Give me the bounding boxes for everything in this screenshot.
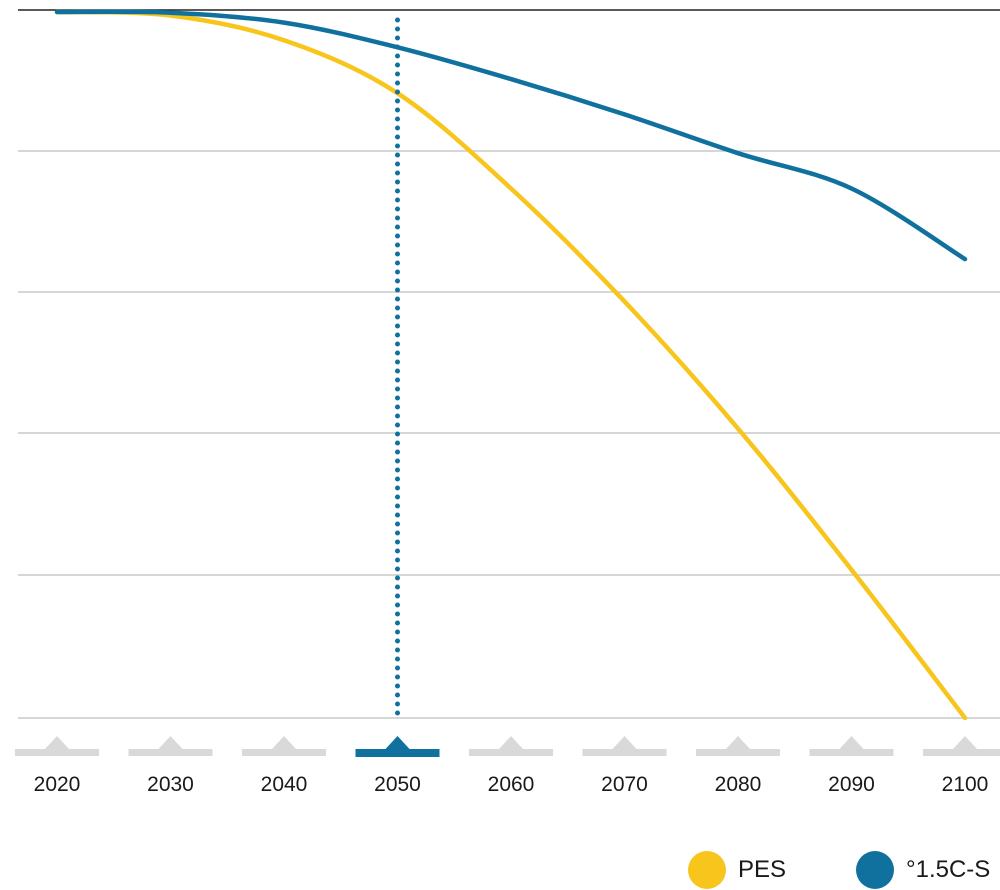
timeline-triangle-icon[interactable] xyxy=(45,736,69,749)
legend-item-1-5c-s[interactable]: °1.5C-S xyxy=(856,850,990,890)
legend-label-1-5c-s: °1.5C-S xyxy=(906,856,991,883)
year-timeline: 2020 2030 2040 2050 2060 2070 2080 2090 2100 xyxy=(15,736,1000,796)
timeline-bar-2020[interactable] xyxy=(15,749,99,756)
timeline-triangle-icon[interactable] xyxy=(726,736,750,749)
timeline-bar-2040[interactable] xyxy=(242,749,326,756)
timeline-triangle-icon[interactable] xyxy=(839,736,864,749)
timeline-bar-2090[interactable] xyxy=(809,749,894,756)
x-tick-label-2050[interactable]: 2050 xyxy=(374,773,421,796)
timeline-bar-2080[interactable] xyxy=(696,749,780,756)
gridlines xyxy=(18,9,1000,719)
timeline-bar-2050[interactable] xyxy=(355,749,440,757)
series-lines xyxy=(54,9,968,721)
x-tick-label-2070[interactable]: 2070 xyxy=(601,773,648,796)
series-line-1-5c-s xyxy=(54,9,968,262)
timeline-bar-2100[interactable] xyxy=(923,749,1000,756)
timeline-bar-2070[interactable] xyxy=(582,749,667,756)
line-chart: 2020 2030 2040 2050 2060 2070 2080 2090 2100 xyxy=(15,9,1000,796)
timeline-bar-2030[interactable] xyxy=(128,749,213,756)
pes-swatch-icon xyxy=(688,851,726,889)
1-5c-s-swatch-icon xyxy=(856,851,894,889)
timeline-triangle-icon[interactable] xyxy=(158,736,183,749)
timeline-triangle-icon[interactable] xyxy=(953,736,977,749)
timeline-triangle-icon[interactable] xyxy=(612,736,637,749)
timeline-triangle-icon[interactable] xyxy=(385,736,410,749)
timeline-triangle-icon[interactable] xyxy=(499,736,523,749)
series-line-pes xyxy=(54,9,968,721)
x-tick-label-2080[interactable]: 2080 xyxy=(715,773,762,796)
x-tick-label-2090[interactable]: 2090 xyxy=(828,773,875,796)
legend-item-pes[interactable]: PES xyxy=(688,850,786,890)
timeline-triangle-icon[interactable] xyxy=(272,736,296,749)
x-tick-label-2030[interactable]: 2030 xyxy=(147,773,194,796)
x-tick-label-2040[interactable]: 2040 xyxy=(261,773,308,796)
x-tick-label-2100[interactable]: 2100 xyxy=(942,773,989,796)
x-tick-label-2020[interactable]: 2020 xyxy=(34,773,81,796)
timeline-bar-2060[interactable] xyxy=(469,749,553,756)
x-tick-label-2060[interactable]: 2060 xyxy=(488,773,535,796)
legend-label-pes: PES xyxy=(738,856,787,883)
